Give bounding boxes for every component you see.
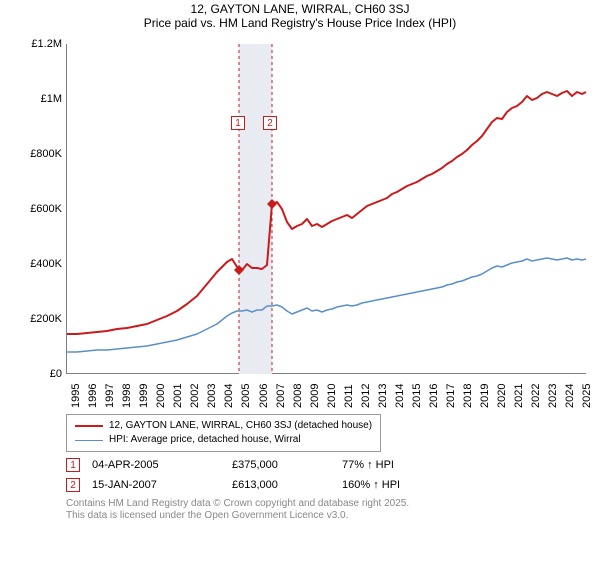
chart-area: £0£200K£400K£600K£800K£1M£1.2M 12 199519… (30, 34, 600, 414)
footer-line-1: Contains HM Land Registry data © Crown c… (66, 498, 600, 510)
sale-marker-badge: 2 (263, 116, 277, 130)
y-tick-label: £800K (30, 148, 62, 160)
x-tick-label: 1996 (87, 384, 99, 408)
y-tick-label: £0 (30, 368, 62, 380)
x-tick-label: 2008 (292, 384, 304, 408)
y-tick-label: £1.2M (30, 38, 62, 50)
x-tick-label: 2003 (206, 384, 218, 408)
x-tick-label: 2018 (462, 384, 474, 408)
x-tick-label: 2019 (479, 384, 491, 408)
sale-row: 2 15-JAN-2007£613,000160% ↑ HPI (66, 478, 600, 492)
sale-row: 1 04-APR-2005£375,00077% ↑ HPI (66, 458, 600, 472)
x-tick-label: 2005 (240, 384, 252, 408)
x-tick-label: 2001 (172, 384, 184, 408)
x-tick-label: 1998 (121, 384, 133, 408)
x-tick-label: 2002 (189, 384, 201, 408)
sale-badge: 1 (66, 458, 80, 472)
legend-item: HPI: Average price, detached house, Wirr… (75, 433, 372, 447)
sale-marker-badge: 1 (231, 116, 245, 130)
chart-container: 12, GAYTON LANE, WIRRAL, CH60 3SJ Price … (0, 2, 600, 562)
x-tick-label: 2011 (343, 384, 355, 408)
sale-price: £613,000 (232, 479, 342, 491)
x-tick-label: 2022 (530, 384, 542, 408)
x-tick-label: 1999 (138, 384, 150, 408)
x-tick-label: 2012 (360, 384, 372, 408)
x-tick-label: 2016 (428, 384, 440, 408)
footer-text: Contains HM Land Registry data © Crown c… (66, 498, 600, 522)
x-tick-label: 2020 (496, 384, 508, 408)
plot-area: 12 (66, 44, 586, 374)
sale-date: 04-APR-2005 (92, 459, 232, 471)
x-tick-label: 2014 (394, 384, 406, 408)
x-tick-label: 2004 (223, 384, 235, 408)
y-tick-label: £600K (30, 203, 62, 215)
x-tick-label: 1997 (104, 384, 116, 408)
x-tick-label: 2009 (309, 384, 321, 408)
sale-hpi: 77% ↑ HPI (342, 459, 442, 471)
legend-swatch (75, 425, 103, 427)
sale-badge: 2 (66, 478, 80, 492)
legend-label: HPI: Average price, detached house, Wirr… (109, 433, 301, 447)
sale-hpi: 160% ↑ HPI (342, 479, 442, 491)
x-tick-label: 2025 (581, 384, 593, 408)
plot-svg (67, 44, 587, 374)
x-tick-label: 2010 (326, 384, 338, 408)
y-tick-label: £400K (30, 258, 62, 270)
x-tick-label: 2024 (564, 384, 576, 408)
sale-date: 15-JAN-2007 (92, 479, 232, 491)
y-tick-label: £200K (30, 313, 62, 325)
sale-price: £375,000 (232, 459, 342, 471)
chart-title: 12, GAYTON LANE, WIRRAL, CH60 3SJ (0, 2, 600, 16)
x-tick-label: 2021 (513, 384, 525, 408)
chart-subtitle: Price paid vs. HM Land Registry's House … (0, 16, 600, 30)
sales-list: 1 04-APR-2005£375,00077% ↑ HPI 2 15-JAN-200… (0, 458, 600, 492)
x-tick-label: 2007 (275, 384, 287, 408)
x-tick-label: 2006 (258, 384, 270, 408)
x-tick-label: 1995 (70, 384, 82, 408)
legend-label: 12, GAYTON LANE, WIRRAL, CH60 3SJ (detac… (109, 419, 372, 433)
legend-swatch (75, 440, 103, 441)
x-tick-label: 2015 (411, 384, 423, 408)
x-tick-label: 2023 (547, 384, 559, 408)
legend-box: 12, GAYTON LANE, WIRRAL, CH60 3SJ (detac… (66, 414, 381, 452)
x-tick-label: 2000 (155, 384, 167, 408)
y-tick-label: £1M (30, 93, 62, 105)
footer-line-2: This data is licensed under the Open Gov… (66, 510, 600, 522)
legend-item: 12, GAYTON LANE, WIRRAL, CH60 3SJ (detac… (75, 419, 372, 433)
x-tick-label: 2017 (445, 384, 457, 408)
x-tick-label: 2013 (377, 384, 389, 408)
